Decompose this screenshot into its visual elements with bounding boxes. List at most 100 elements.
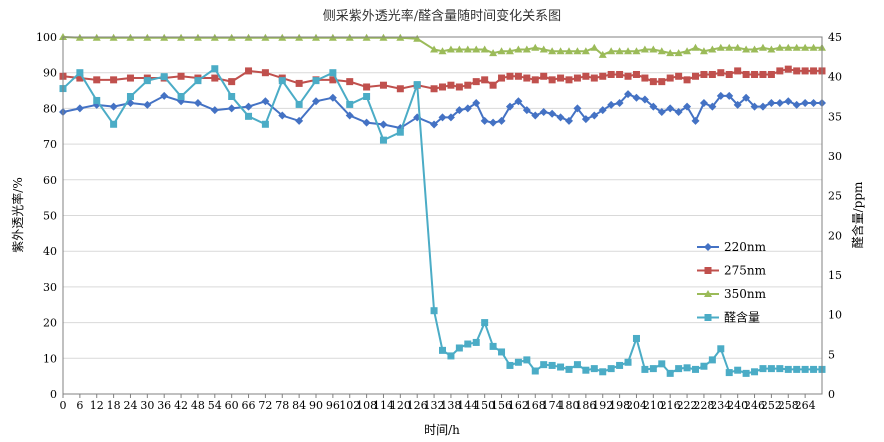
right-y-tick-label: 20 bbox=[828, 229, 842, 242]
series-4-point bbox=[531, 367, 539, 375]
series-4-point bbox=[540, 361, 548, 369]
right-y-tick-label: 0 bbox=[828, 388, 835, 401]
x-tick-label: 36 bbox=[157, 399, 171, 412]
series-1-point bbox=[75, 104, 84, 113]
series-3-point bbox=[666, 49, 675, 57]
legend-swatch-marker bbox=[704, 290, 712, 297]
series-4-point bbox=[160, 73, 168, 81]
series-2-point bbox=[607, 70, 615, 78]
series-1-point bbox=[784, 97, 793, 106]
series-2-point bbox=[751, 70, 759, 78]
series-1-point bbox=[438, 113, 447, 122]
series-2-point bbox=[742, 70, 750, 78]
series-2-point bbox=[228, 78, 236, 86]
series-2-point bbox=[734, 67, 742, 75]
legend-label: 220nm bbox=[724, 240, 767, 254]
series-3-point bbox=[716, 43, 725, 51]
series-4-point bbox=[548, 361, 556, 369]
series-1-point bbox=[657, 107, 666, 116]
x-tick-label: 0 bbox=[60, 399, 67, 412]
series-1-point bbox=[556, 113, 565, 122]
series-2-point bbox=[599, 72, 607, 80]
series-1-point bbox=[244, 102, 253, 111]
series-2-point bbox=[582, 72, 590, 80]
series-2-point bbox=[776, 67, 784, 75]
series-4-point bbox=[801, 365, 809, 373]
x-tick-label: 246 bbox=[744, 399, 765, 412]
series-1-point bbox=[640, 95, 649, 104]
series-3-point bbox=[750, 45, 759, 53]
series-1-point bbox=[227, 104, 236, 113]
x-tick-label: 168 bbox=[525, 399, 546, 412]
x-tick-label: 150 bbox=[474, 399, 495, 412]
series-1-point bbox=[775, 99, 784, 108]
series-3-point bbox=[514, 45, 523, 53]
series-1-point bbox=[531, 111, 540, 120]
series-4-point bbox=[666, 369, 674, 377]
series-1-point bbox=[505, 102, 514, 111]
series-1-point bbox=[758, 102, 767, 111]
series-4-point bbox=[126, 93, 134, 100]
series-4-point bbox=[573, 361, 581, 369]
x-tick-label: 162 bbox=[508, 399, 529, 412]
x-tick-label: 204 bbox=[626, 399, 647, 412]
right-y-axis-ticks: 0 5 10 15 20 25 30 35 40 45 bbox=[828, 31, 842, 401]
series-3-point bbox=[548, 47, 557, 55]
series-2-point bbox=[514, 72, 522, 80]
series-2-point bbox=[261, 69, 269, 77]
legend-swatch-marker bbox=[704, 243, 712, 251]
series-2-point bbox=[531, 76, 539, 84]
series-4-point bbox=[396, 128, 404, 136]
series-3-point bbox=[539, 45, 548, 53]
series-2-point bbox=[329, 76, 337, 84]
series-4-point bbox=[582, 366, 590, 374]
series-4-point bbox=[607, 365, 615, 373]
x-tick-label: 48 bbox=[191, 399, 205, 412]
series-3-point bbox=[758, 43, 767, 51]
series-4-point bbox=[110, 120, 118, 128]
x-tick-label: 108 bbox=[356, 399, 377, 412]
left-y-tick-label: 0 bbox=[50, 388, 57, 401]
series-4-point bbox=[93, 96, 101, 104]
right-y-tick-label: 5 bbox=[828, 348, 835, 361]
series-3-point bbox=[489, 49, 498, 57]
series-3-point bbox=[522, 45, 531, 53]
x-tick-label: 156 bbox=[491, 399, 512, 412]
series-3-point bbox=[413, 34, 422, 42]
series-4-point bbox=[767, 365, 775, 373]
series-3-point bbox=[581, 47, 590, 55]
series-3-point bbox=[742, 45, 751, 53]
left-y-tick-label: 90 bbox=[43, 67, 57, 80]
left-y-tick-label: 30 bbox=[43, 281, 57, 294]
series-3-point bbox=[674, 49, 683, 57]
series-2-point bbox=[439, 83, 446, 91]
series-2-point bbox=[455, 83, 463, 91]
series-3-point bbox=[573, 47, 582, 55]
series-4-point bbox=[565, 365, 573, 373]
x-tick-label: 12 bbox=[90, 399, 104, 412]
x-tick-label: 228 bbox=[693, 399, 714, 412]
series-2-point bbox=[793, 67, 801, 75]
series-3-point bbox=[725, 43, 734, 51]
left-y-tick-label: 100 bbox=[36, 31, 57, 44]
left-y-tick-label: 50 bbox=[43, 210, 57, 223]
series-4-point bbox=[658, 360, 666, 368]
series-4-point bbox=[557, 363, 565, 371]
series-4-point bbox=[143, 77, 151, 85]
series-4-point bbox=[439, 346, 446, 354]
series-2-point bbox=[666, 74, 674, 82]
series-4-point bbox=[261, 120, 269, 128]
x-tick-label: 180 bbox=[559, 399, 580, 412]
series-4-point bbox=[641, 365, 649, 373]
series-2-point bbox=[641, 74, 649, 82]
series-4-point bbox=[228, 93, 236, 100]
x-tick-label: 126 bbox=[407, 399, 428, 412]
series-1-point bbox=[379, 120, 388, 129]
left-y-tick-label: 20 bbox=[43, 317, 57, 330]
x-tick-label: 60 bbox=[225, 399, 239, 412]
series-2-point bbox=[379, 81, 387, 89]
series-2-point bbox=[430, 85, 438, 93]
series-2-point bbox=[472, 78, 480, 86]
series-3-point bbox=[801, 43, 810, 51]
series-2-point bbox=[759, 70, 767, 78]
